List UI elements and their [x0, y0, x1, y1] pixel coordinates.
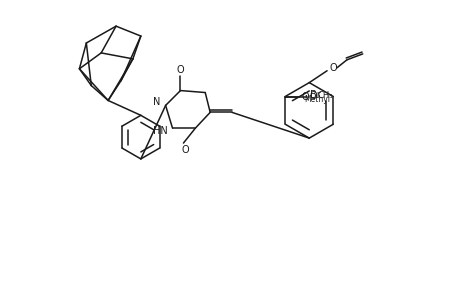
Text: Br: Br — [309, 89, 320, 100]
Text: O: O — [301, 92, 308, 101]
Text: O: O — [176, 65, 184, 75]
Text: N: N — [153, 98, 160, 107]
Text: O: O — [308, 91, 316, 100]
Text: O: O — [329, 63, 336, 73]
Text: O: O — [181, 145, 189, 155]
Text: HN: HN — [152, 126, 167, 136]
Text: Methyl: Methyl — [303, 95, 329, 104]
Text: CH₃: CH₃ — [316, 91, 332, 100]
